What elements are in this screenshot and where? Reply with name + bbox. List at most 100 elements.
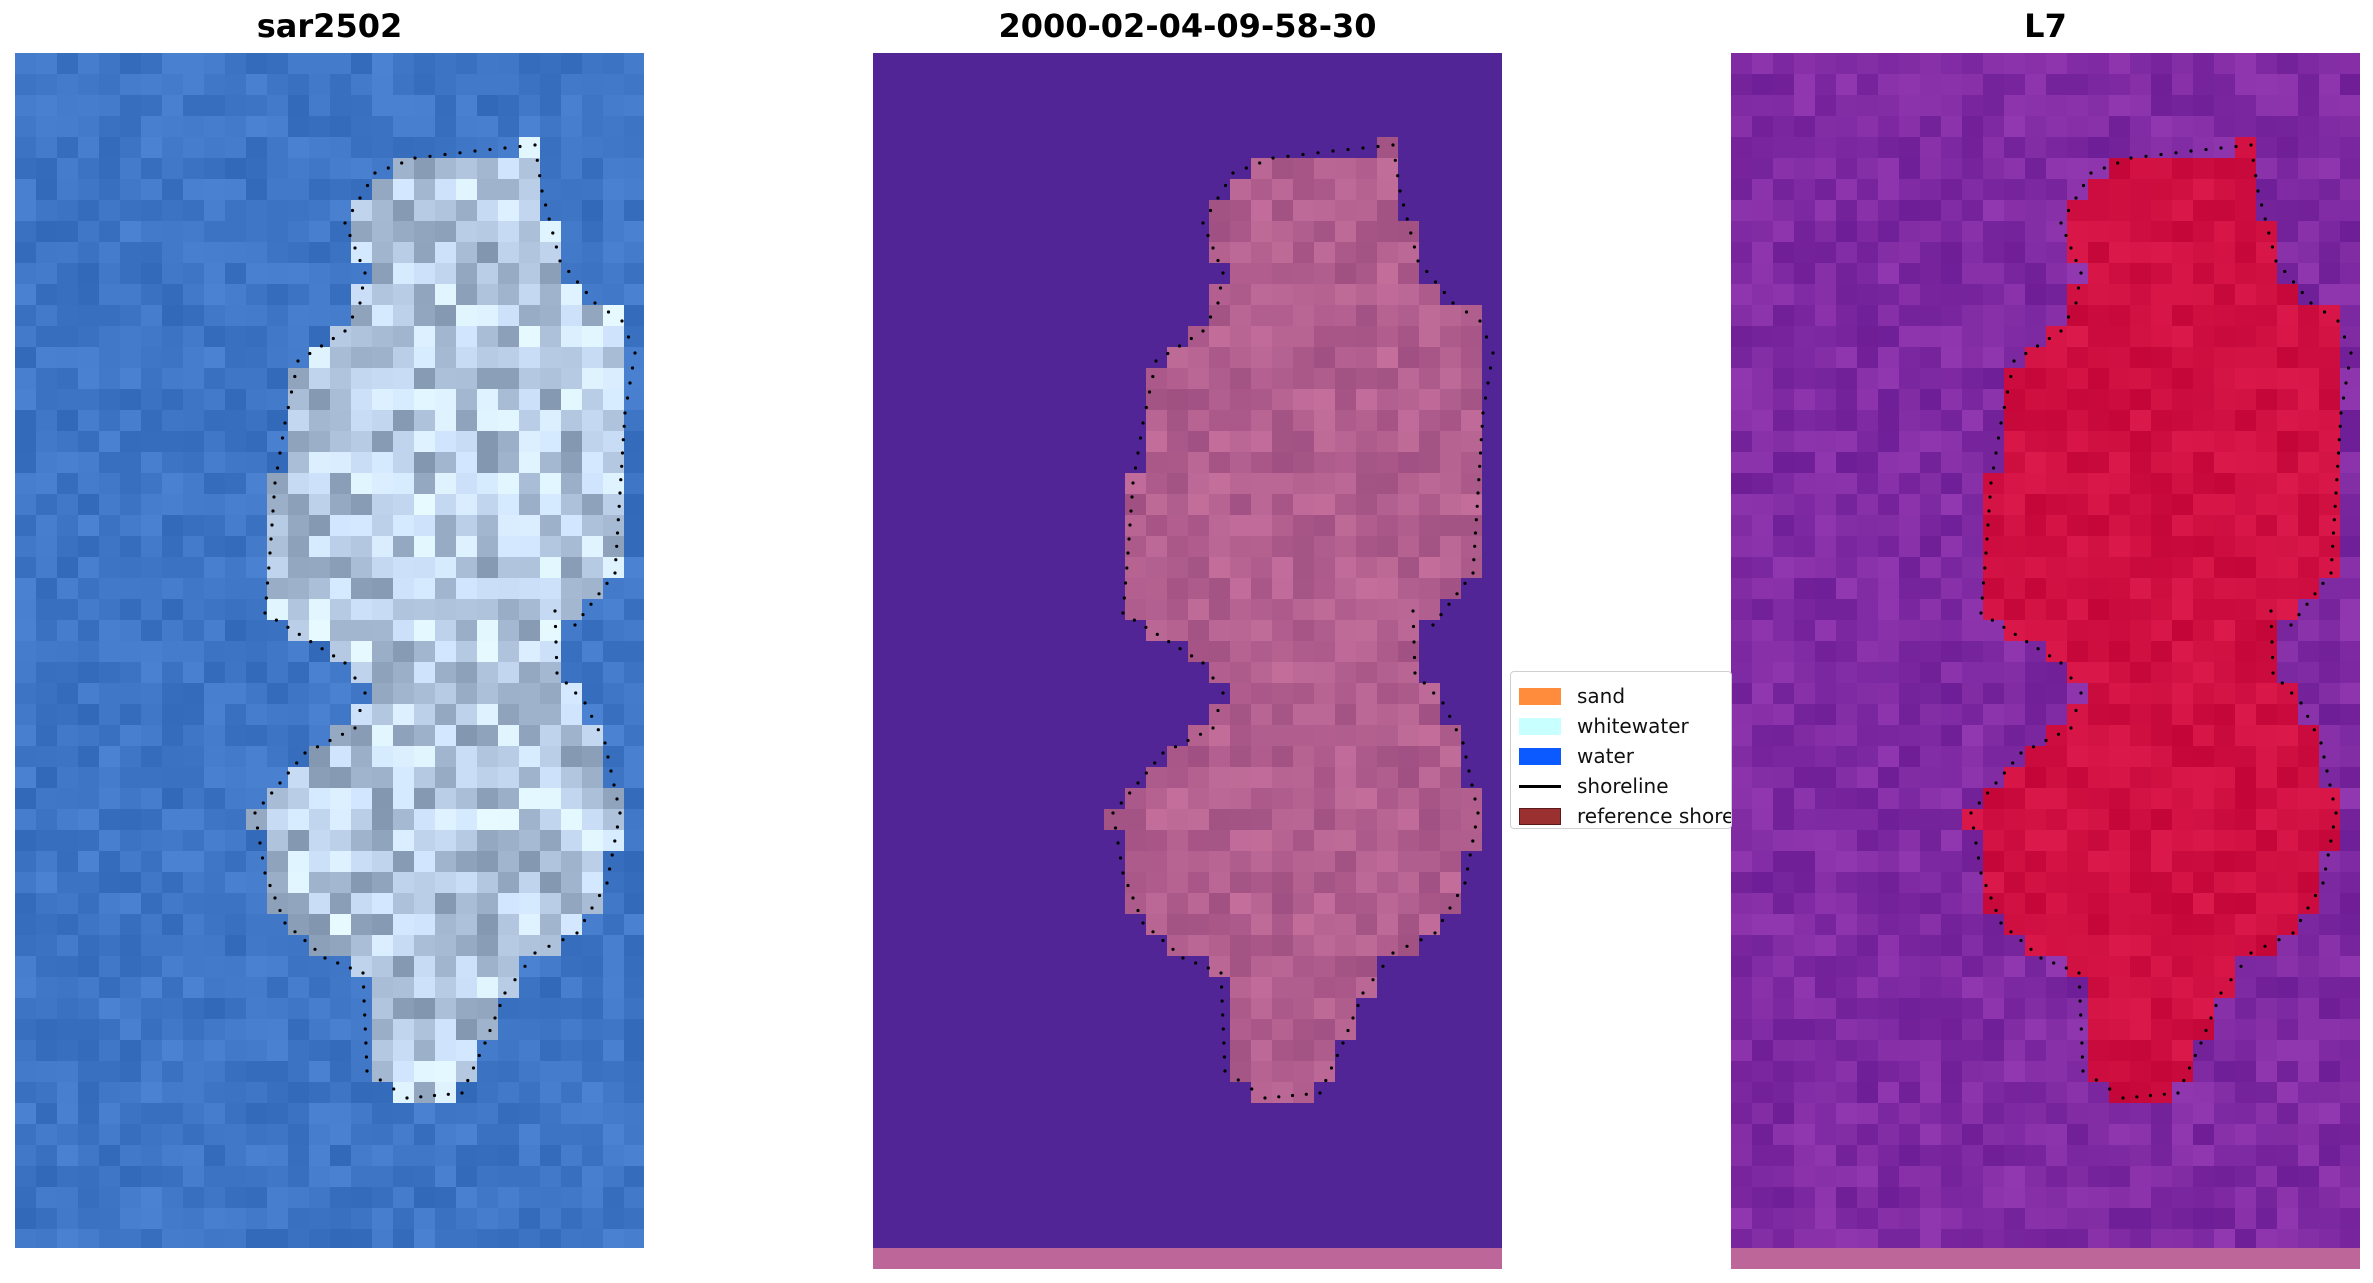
- image-pixel: [1104, 683, 1126, 705]
- image-pixel: [561, 515, 583, 537]
- image-pixel: [1083, 53, 1105, 75]
- image-pixel: [414, 956, 436, 978]
- shoreline-dot: [1121, 611, 1125, 615]
- image-pixel: [2004, 389, 2026, 411]
- image-pixel: [519, 116, 541, 138]
- image-pixel: [1146, 1061, 1168, 1083]
- image-pixel: [915, 263, 937, 285]
- image-pixel: [2151, 242, 2173, 264]
- image-pixel: [519, 389, 541, 411]
- image-pixel: [141, 179, 163, 201]
- image-pixel: [2046, 830, 2068, 852]
- image-pixel: [99, 515, 121, 537]
- image-pixel: [204, 284, 226, 306]
- image-pixel: [2214, 368, 2236, 390]
- shoreline-dot: [364, 1055, 368, 1059]
- image-pixel: [1857, 305, 1879, 327]
- image-pixel: [351, 1145, 373, 1167]
- image-pixel: [603, 116, 625, 138]
- image-pixel: [894, 872, 916, 894]
- image-pixel: [603, 746, 625, 768]
- image-pixel: [603, 1082, 625, 1104]
- image-pixel: [57, 326, 79, 348]
- image-pixel: [1920, 851, 1942, 873]
- shoreline-dot: [253, 811, 257, 815]
- image-pixel: [519, 1145, 541, 1167]
- image-pixel: [1083, 431, 1105, 453]
- image-pixel: [99, 641, 121, 663]
- image-pixel: [1941, 872, 1963, 894]
- image-pixel: [393, 473, 415, 495]
- image-pixel: [978, 116, 1000, 138]
- image-pixel: [330, 725, 352, 747]
- image-pixel: [519, 263, 541, 285]
- shoreline-dots: [1111, 143, 1495, 1100]
- image-pixel: [1062, 1187, 1084, 1209]
- image-pixel: [561, 158, 583, 180]
- shoreline-dot: [362, 985, 366, 989]
- image-pixel: [1773, 263, 1795, 285]
- image-pixel: [873, 872, 895, 894]
- image-pixel: [1773, 389, 1795, 411]
- image-pixel: [225, 473, 247, 495]
- image-pixel: [372, 1103, 394, 1125]
- image-pixel: [1251, 872, 1273, 894]
- image-pixel: [1230, 746, 1252, 768]
- image-pixel: [1377, 683, 1399, 705]
- image-pixel: [561, 977, 583, 999]
- image-pixel: [2004, 725, 2026, 747]
- image-pixel: [2298, 53, 2320, 75]
- image-pixel: [603, 1166, 625, 1188]
- image-pixel: [1983, 242, 2005, 264]
- image-pixel: [78, 1103, 100, 1125]
- image-pixel: [1773, 746, 1795, 768]
- image-pixel: [1377, 914, 1399, 936]
- shoreline-dot: [1473, 797, 1477, 801]
- image-pixel: [1251, 1082, 1273, 1104]
- image-pixel: [1482, 599, 1502, 621]
- image-pixel: [477, 263, 499, 285]
- image-pixel: [183, 326, 205, 348]
- image-pixel: [1962, 620, 1984, 642]
- image-pixel: [2319, 410, 2341, 432]
- image-pixel: [2088, 599, 2110, 621]
- image-pixel: [873, 431, 895, 453]
- image-pixel: [2088, 641, 2110, 663]
- image-pixel: [1440, 1208, 1462, 1230]
- image-pixel: [372, 788, 394, 810]
- shoreline-dot: [283, 421, 287, 425]
- image-pixel: [183, 515, 205, 537]
- image-pixel: [1209, 1208, 1231, 1230]
- shoreline-dot: [1216, 258, 1220, 263]
- image-pixel: [2277, 893, 2299, 915]
- shoreline-dot: [1151, 374, 1155, 379]
- image-pixel: [1104, 263, 1126, 285]
- image-pixel: [1377, 368, 1399, 390]
- image-pixel: [2214, 725, 2236, 747]
- image-pixel: [1398, 116, 1420, 138]
- image-pixel: [1482, 494, 1502, 516]
- image-pixel: [204, 1187, 226, 1209]
- image-pixel: [1815, 368, 1837, 390]
- image-pixel: [1314, 473, 1336, 495]
- image-pixel: [1314, 998, 1336, 1020]
- image-pixel: [936, 977, 958, 999]
- image-pixel: [2298, 599, 2320, 621]
- image-pixel: [1857, 494, 1879, 516]
- image-pixel: [1041, 893, 1063, 915]
- image-pixel: [1962, 746, 1984, 768]
- shoreline-dot: [1398, 189, 1402, 193]
- image-pixel: [36, 137, 58, 159]
- image-pixel: [582, 725, 604, 747]
- image-pixel: [120, 998, 142, 1020]
- image-pixel: [603, 1124, 625, 1146]
- image-pixel: [1293, 1145, 1315, 1167]
- image-pixel: [519, 599, 541, 621]
- image-pixel: [330, 767, 352, 789]
- image-pixel: [1041, 956, 1063, 978]
- image-pixel: [225, 599, 247, 621]
- image-pixel: [2025, 746, 2047, 768]
- shoreline-dot: [630, 366, 635, 370]
- image-pixel: [1125, 242, 1147, 264]
- image-pixel: [1857, 389, 1879, 411]
